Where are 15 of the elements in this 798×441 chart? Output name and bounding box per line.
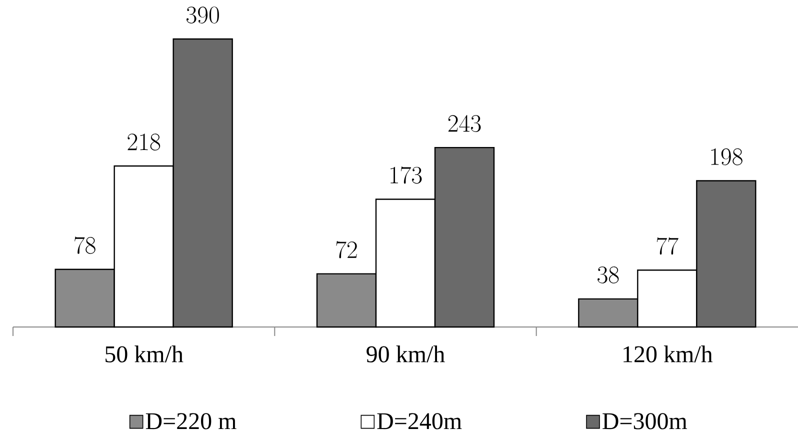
data-label: 390	[186, 6, 219, 24]
data-label: 218	[128, 134, 160, 150]
data-label: 38	[598, 266, 619, 284]
x-tick-label: 90 km/h	[366, 346, 445, 362]
legend-label: D=220 m	[146, 413, 236, 430]
legend-label: D=300m	[602, 413, 688, 430]
data-label: 72	[336, 241, 357, 258]
legend-label: D=240m	[377, 413, 462, 430]
data-label: 77	[656, 237, 678, 255]
data-label: 243	[448, 114, 481, 132]
data-label: 78	[74, 236, 96, 254]
data-label: 198	[711, 148, 742, 166]
x-tick-label: 50 km/h	[106, 346, 184, 362]
data-label: 173	[390, 166, 422, 184]
x-tick-label: 120 km/h	[624, 346, 713, 362]
